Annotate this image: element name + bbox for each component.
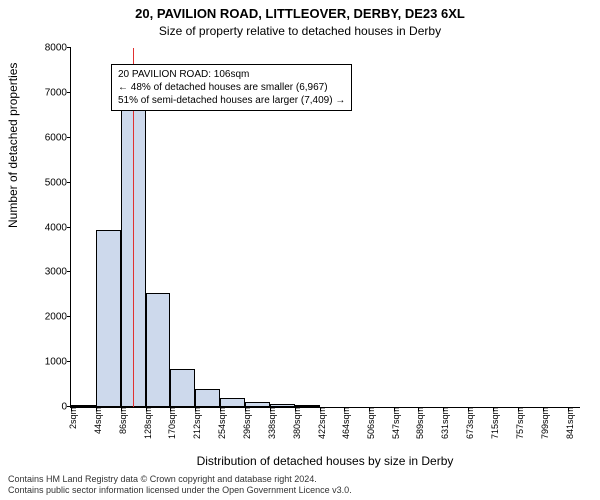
histogram-bar bbox=[146, 293, 171, 407]
footer-attribution: Contains HM Land Registry data © Crown c… bbox=[8, 474, 592, 496]
footer-line: Contains HM Land Registry data © Crown c… bbox=[8, 474, 592, 485]
y-tick-mark bbox=[67, 137, 71, 138]
y-tick-label: 8000 bbox=[45, 43, 71, 54]
x-axis-label: Distribution of detached houses by size … bbox=[70, 454, 580, 468]
x-tick-label: 464sqm bbox=[337, 407, 351, 439]
y-tick-mark bbox=[67, 92, 71, 93]
x-tick-mark bbox=[96, 407, 97, 411]
histogram-bar bbox=[295, 405, 320, 407]
x-tick-mark bbox=[344, 407, 345, 411]
x-tick-label: 506sqm bbox=[362, 407, 376, 439]
y-tick-label: 1000 bbox=[45, 357, 71, 368]
x-tick-mark bbox=[394, 407, 395, 411]
x-tick-label: 715sqm bbox=[486, 407, 500, 439]
y-tick-label: 6000 bbox=[45, 132, 71, 143]
x-tick-mark bbox=[493, 407, 494, 411]
x-tick-mark bbox=[170, 407, 171, 411]
x-tick-label: 799sqm bbox=[536, 407, 550, 439]
y-tick-label: 4000 bbox=[45, 222, 71, 233]
x-tick-label: 254sqm bbox=[213, 407, 227, 439]
histogram-bar bbox=[270, 404, 295, 407]
y-axis-label: Number of detached properties bbox=[6, 63, 20, 228]
x-tick-mark bbox=[270, 407, 271, 411]
histogram-bar bbox=[71, 405, 96, 407]
histogram-bar bbox=[170, 369, 195, 407]
x-tick-label: 589sqm bbox=[411, 407, 425, 439]
x-tick-mark bbox=[468, 407, 469, 411]
x-tick-label: 422sqm bbox=[313, 407, 327, 439]
histogram-bar bbox=[195, 389, 220, 407]
x-tick-label: 170sqm bbox=[163, 407, 177, 439]
x-tick-mark bbox=[245, 407, 246, 411]
x-tick-mark bbox=[195, 407, 196, 411]
x-tick-mark bbox=[121, 407, 122, 411]
y-tick-mark bbox=[67, 316, 71, 317]
y-tick-mark bbox=[67, 227, 71, 228]
x-tick-label: 128sqm bbox=[139, 407, 153, 439]
x-tick-mark bbox=[543, 407, 544, 411]
y-tick-mark bbox=[67, 182, 71, 183]
x-tick-label: 212sqm bbox=[188, 407, 202, 439]
x-tick-mark bbox=[443, 407, 444, 411]
x-tick-label: 296sqm bbox=[238, 407, 252, 439]
footer-line: Contains public sector information licen… bbox=[8, 485, 592, 496]
x-tick-mark bbox=[146, 407, 147, 411]
histogram-bar bbox=[96, 230, 121, 407]
x-tick-mark bbox=[369, 407, 370, 411]
x-tick-label: 86sqm bbox=[114, 407, 128, 434]
x-tick-mark bbox=[295, 407, 296, 411]
x-tick-label: 547sqm bbox=[387, 407, 401, 439]
annotation-line: 51% of semi-detached houses are larger (… bbox=[118, 94, 345, 107]
y-tick-mark bbox=[67, 361, 71, 362]
annotation-box: 20 PAVILION ROAD: 106sqm ← 48% of detach… bbox=[111, 64, 352, 111]
x-tick-label: 380sqm bbox=[288, 407, 302, 439]
x-tick-mark bbox=[568, 407, 569, 411]
x-tick-mark bbox=[518, 407, 519, 411]
y-tick-label: 2000 bbox=[45, 312, 71, 323]
histogram-bar bbox=[220, 398, 245, 407]
title-sub: Size of property relative to detached ho… bbox=[0, 24, 600, 38]
x-tick-label: 841sqm bbox=[561, 407, 575, 439]
annotation-line: 20 PAVILION ROAD: 106sqm bbox=[118, 68, 345, 81]
x-tick-mark bbox=[220, 407, 221, 411]
x-tick-label: 631sqm bbox=[436, 407, 450, 439]
x-tick-mark bbox=[71, 407, 72, 411]
x-tick-label: 757sqm bbox=[511, 407, 525, 439]
x-tick-mark bbox=[320, 407, 321, 411]
y-tick-label: 7000 bbox=[45, 87, 71, 98]
y-tick-label: 3000 bbox=[45, 267, 71, 278]
plot-area: 0100020003000400050006000700080002sqm44s… bbox=[70, 48, 580, 408]
histogram-bar bbox=[245, 402, 270, 407]
x-tick-label: 673sqm bbox=[461, 407, 475, 439]
chart-container: 20, PAVILION ROAD, LITTLEOVER, DERBY, DE… bbox=[0, 0, 600, 500]
x-tick-label: 338sqm bbox=[263, 407, 277, 439]
title-main: 20, PAVILION ROAD, LITTLEOVER, DERBY, DE… bbox=[0, 6, 600, 21]
y-tick-mark bbox=[67, 47, 71, 48]
x-tick-label: 44sqm bbox=[89, 407, 103, 434]
annotation-line: ← 48% of detached houses are smaller (6,… bbox=[118, 81, 345, 94]
y-tick-label: 5000 bbox=[45, 177, 71, 188]
y-tick-mark bbox=[67, 271, 71, 272]
x-tick-mark bbox=[418, 407, 419, 411]
